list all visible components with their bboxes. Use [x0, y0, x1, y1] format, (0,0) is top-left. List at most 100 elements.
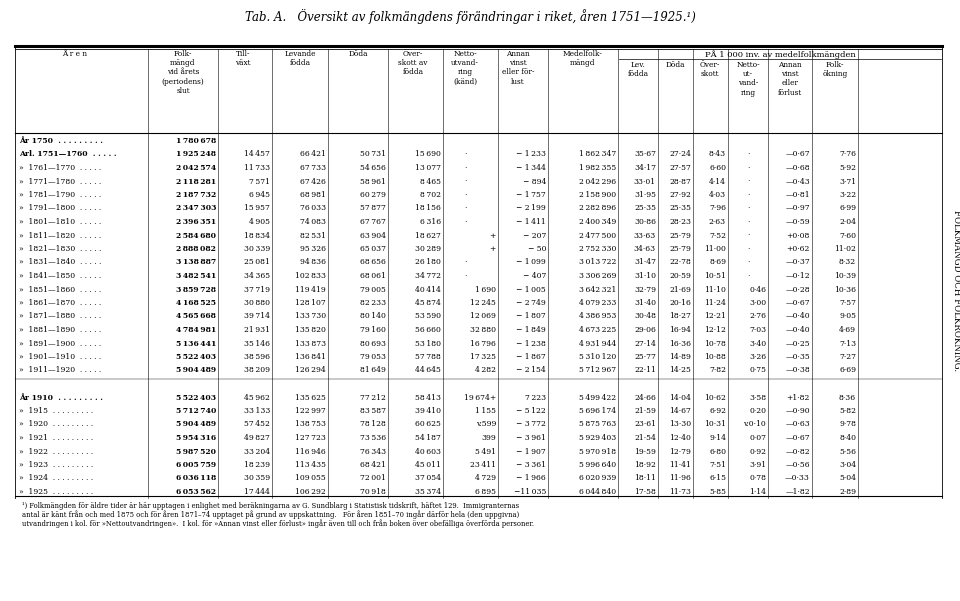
Text: 45 874: 45 874	[415, 299, 441, 307]
Text: 5 712 740: 5 712 740	[176, 407, 216, 415]
Text: Å r e n: Å r e n	[62, 50, 87, 58]
Text: 12·79: 12·79	[669, 448, 691, 456]
Text: 5 522 403: 5 522 403	[176, 394, 216, 401]
Text: 35 146: 35 146	[244, 340, 270, 347]
Text: 18·11: 18·11	[635, 475, 656, 483]
Text: 13 077: 13 077	[415, 164, 441, 172]
Text: − 2 749: − 2 749	[516, 299, 546, 307]
Text: 2·63: 2·63	[708, 218, 726, 226]
Text: 26 180: 26 180	[415, 258, 441, 266]
Text: —0·43: —0·43	[785, 177, 810, 186]
Text: 19 674+: 19 674+	[464, 394, 496, 401]
Text: —0·68: —0·68	[785, 164, 810, 172]
Text: 3 306 269: 3 306 269	[579, 272, 616, 280]
Text: 94 836: 94 836	[300, 258, 326, 266]
Text: 5·56: 5·56	[839, 448, 856, 456]
Text: 67 733: 67 733	[300, 164, 326, 172]
Text: »  1761—1770  . . . . .: » 1761—1770 . . . . .	[19, 164, 101, 172]
Text: 76 343: 76 343	[360, 448, 386, 456]
Text: —0·12: —0·12	[785, 272, 810, 280]
Text: 3 859 728: 3 859 728	[176, 285, 216, 293]
Text: 6 945: 6 945	[249, 191, 270, 199]
Text: 7·13: 7·13	[839, 340, 856, 347]
Text: 58 413: 58 413	[415, 394, 441, 401]
Text: 79 053: 79 053	[360, 353, 386, 361]
Text: 5 904 489: 5 904 489	[176, 367, 216, 374]
Text: 1·14: 1·14	[749, 488, 766, 496]
Text: 10·51: 10·51	[704, 272, 726, 280]
Text: —0·35: —0·35	[785, 353, 810, 361]
Text: 53 590: 53 590	[415, 313, 441, 320]
Text: 14·67: 14·67	[669, 407, 691, 415]
Text: 2 347 303: 2 347 303	[176, 204, 216, 213]
Text: 3·58: 3·58	[749, 394, 766, 401]
Text: 6 044 840: 6 044 840	[579, 488, 616, 496]
Text: 57 452: 57 452	[244, 421, 270, 429]
Text: − 5 122: − 5 122	[516, 407, 546, 415]
Text: »  1781—1790  . . . . .: » 1781—1790 . . . . .	[19, 191, 101, 199]
Text: +0·62: +0·62	[786, 245, 810, 253]
Text: 27·57: 27·57	[669, 164, 691, 172]
Text: 50 731: 50 731	[360, 150, 386, 159]
Text: 7·52: 7·52	[709, 231, 726, 240]
Text: —0·63: —0·63	[785, 421, 810, 429]
Text: —0·67: —0·67	[785, 299, 810, 307]
Text: 73 536: 73 536	[360, 434, 386, 442]
Text: − 2 199: − 2 199	[516, 204, 546, 213]
Text: 18 627: 18 627	[415, 231, 441, 240]
Text: − 1 099: − 1 099	[516, 258, 546, 266]
Text: 20·16: 20·16	[669, 299, 691, 307]
Text: 8·32: 8·32	[839, 258, 856, 266]
Text: 11·96: 11·96	[669, 475, 691, 483]
Text: 5 970 918: 5 970 918	[579, 448, 616, 456]
Text: Arl. 1751—1760  . . . . .: Arl. 1751—1760 . . . . .	[19, 150, 116, 159]
Text: 34·17: 34·17	[634, 164, 656, 172]
Text: 13·30: 13·30	[669, 421, 691, 429]
Text: ·: ·	[747, 258, 749, 266]
Text: 68 421: 68 421	[360, 461, 386, 469]
Text: 2 584 680: 2 584 680	[176, 231, 216, 240]
Text: 2 477 500: 2 477 500	[579, 231, 616, 240]
Text: 113 435: 113 435	[295, 461, 326, 469]
Text: 39 714: 39 714	[244, 313, 270, 320]
Text: 33·63: 33·63	[634, 231, 656, 240]
Text: 4 168 525: 4 168 525	[176, 299, 216, 307]
Text: 116 946: 116 946	[296, 448, 326, 456]
Text: 0·20: 0·20	[749, 407, 766, 415]
Text: Tab. A.   Översikt av folkmängdens förändringar i riket, åren 1751—1925.¹): Tab. A. Översikt av folkmängdens förändr…	[245, 9, 695, 24]
Text: 2 042 296: 2 042 296	[579, 177, 616, 186]
Text: 11·10: 11·10	[704, 285, 726, 293]
Text: Levande
födda: Levande födda	[284, 50, 316, 67]
Text: 33·01: 33·01	[634, 177, 656, 186]
Text: − 894: − 894	[522, 177, 546, 186]
Text: 21·54: 21·54	[635, 434, 656, 442]
Text: 21·69: 21·69	[669, 285, 691, 293]
Text: »  1922  . . . . . . . . .: » 1922 . . . . . . . . .	[19, 448, 93, 456]
Text: 4 079 233: 4 079 233	[579, 299, 616, 307]
Text: 6 020 939: 6 020 939	[579, 475, 616, 483]
Text: 58 961: 58 961	[360, 177, 386, 186]
Text: 5 522 403: 5 522 403	[176, 353, 216, 361]
Text: 30 359: 30 359	[244, 475, 270, 483]
Text: 8 465: 8 465	[420, 177, 441, 186]
Text: 5 499 422: 5 499 422	[579, 394, 616, 401]
Text: 34 772: 34 772	[415, 272, 441, 280]
Text: v.599: v.599	[475, 421, 496, 429]
Text: −11 035: −11 035	[514, 488, 546, 496]
Text: 25·35: 25·35	[634, 204, 656, 213]
Text: 16·36: 16·36	[669, 340, 691, 347]
Text: 29·06: 29·06	[635, 326, 656, 334]
Text: ·: ·	[464, 150, 467, 159]
Text: 49 827: 49 827	[244, 434, 270, 442]
Text: Till-
växt: Till- växt	[235, 50, 251, 67]
Text: 2 042 574: 2 042 574	[176, 164, 216, 172]
Text: 70 918: 70 918	[360, 488, 386, 496]
Text: 0·07: 0·07	[749, 434, 766, 442]
Text: »  1891—1900  . . . . .: » 1891—1900 . . . . .	[19, 340, 101, 347]
Text: 10·88: 10·88	[704, 353, 726, 361]
Text: 7·60: 7·60	[839, 231, 856, 240]
Text: 23·61: 23·61	[634, 421, 656, 429]
Text: +0·08: +0·08	[786, 231, 810, 240]
Text: ·: ·	[464, 177, 467, 186]
Text: 17 325: 17 325	[470, 353, 496, 361]
